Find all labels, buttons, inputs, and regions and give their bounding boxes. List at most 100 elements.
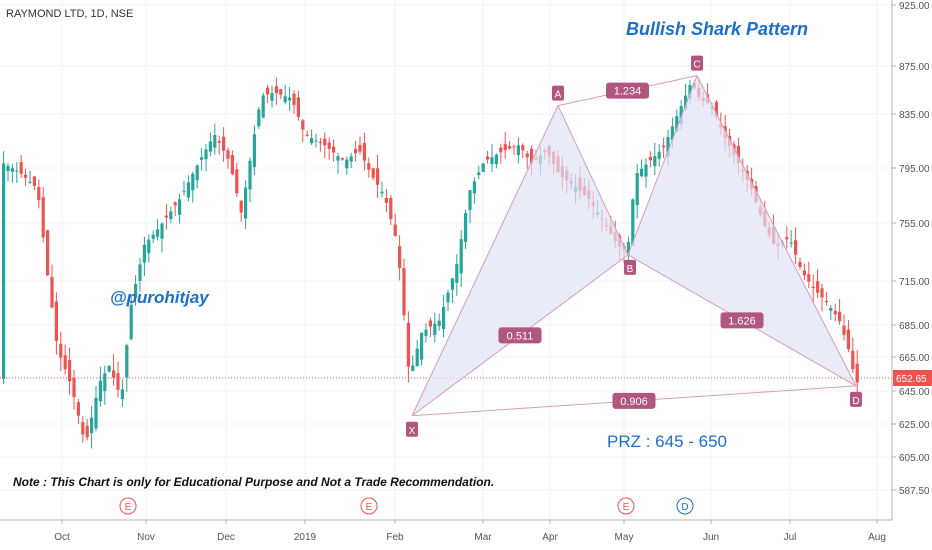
ratio-label: 1.234 — [614, 86, 642, 98]
candle-body — [402, 268, 406, 316]
candle-body — [327, 142, 331, 149]
candle-body — [138, 264, 142, 281]
candle-body — [252, 134, 256, 167]
candle-body — [503, 144, 507, 151]
candle-body — [494, 154, 498, 165]
candle-body — [81, 422, 85, 435]
candle-body — [296, 97, 300, 117]
candle-body — [842, 325, 846, 335]
candle-body — [2, 163, 6, 379]
candle-body — [679, 106, 683, 125]
candle-body — [640, 168, 644, 177]
candle-body — [103, 373, 107, 392]
pattern-leg-cd — [696, 75, 857, 387]
candle-body — [217, 140, 221, 143]
candle-body — [332, 146, 336, 153]
candle-body — [244, 187, 248, 219]
candle-body — [393, 224, 397, 237]
candle-body — [54, 301, 58, 341]
candle-body — [107, 365, 111, 372]
ratio-label: 0.511 — [507, 330, 534, 342]
candle-body — [156, 229, 160, 237]
y-tick-label: 685.00 — [899, 321, 930, 332]
candle-body — [76, 402, 80, 416]
candle-body — [481, 163, 485, 172]
candle-body — [266, 87, 270, 95]
candle-body — [63, 355, 67, 370]
x-tick-label: Feb — [386, 532, 404, 543]
candle-body — [415, 348, 419, 367]
candle-body — [389, 197, 393, 220]
candle-body — [195, 165, 199, 181]
candle-body — [173, 202, 177, 206]
y-tick-label: 605.00 — [899, 453, 930, 464]
ratio-label-bg — [720, 312, 764, 329]
candle-body — [437, 320, 441, 327]
candle-body — [120, 389, 124, 400]
candle-body — [662, 145, 666, 148]
last-price-value: 652.65 — [896, 374, 927, 385]
point-label-bg — [406, 421, 418, 437]
candle-body — [736, 145, 740, 164]
candle-body — [37, 187, 41, 201]
candle-body — [486, 156, 490, 160]
candle-body — [688, 84, 692, 99]
candle-body — [833, 310, 837, 315]
candle-body — [525, 153, 529, 158]
candle-body — [802, 270, 806, 276]
candle-body — [851, 350, 855, 370]
ratio-label-bg — [606, 82, 649, 99]
candle-body — [794, 240, 798, 255]
candle-body — [657, 151, 661, 159]
candle-body — [824, 300, 828, 302]
candle-body — [222, 136, 226, 151]
candle-body — [186, 182, 190, 198]
event-marker-label: E — [125, 502, 132, 513]
candle-body — [10, 168, 14, 172]
ratio-label: 0.906 — [620, 396, 648, 408]
candle-body — [653, 156, 657, 167]
candle-body — [147, 239, 151, 254]
candle-body — [270, 93, 274, 101]
point-label-b: B — [627, 264, 634, 275]
candle-body — [50, 277, 54, 308]
candle-body — [433, 323, 437, 335]
candle-body — [169, 211, 173, 220]
pattern-leg-bc — [627, 75, 698, 256]
event-marker-d — [676, 497, 694, 515]
candle-body — [116, 373, 120, 390]
event-marker-e — [617, 497, 635, 515]
candle-body — [164, 215, 168, 218]
point-label-d: D — [852, 396, 859, 407]
candle-body — [785, 236, 789, 240]
candle-body — [472, 181, 476, 194]
point-label-bg — [552, 85, 564, 101]
candle-body — [151, 234, 155, 239]
candle-body — [406, 322, 410, 367]
candle-body — [94, 397, 98, 429]
candle-body — [200, 157, 204, 160]
point-label-a: A — [555, 90, 562, 101]
x-tick-label: 2019 — [294, 532, 317, 543]
candle-body — [318, 141, 322, 143]
candle-body — [829, 307, 833, 311]
candle-body — [213, 134, 217, 148]
candle-body — [626, 242, 630, 256]
y-tick-label: 795.00 — [899, 164, 930, 175]
candle-body — [362, 143, 366, 161]
candle-body — [134, 284, 138, 298]
candle-body — [68, 360, 72, 382]
candle-body — [305, 134, 309, 136]
y-tick-label: 665.00 — [899, 353, 930, 364]
last-price-tag — [893, 369, 932, 386]
point-label-bg — [624, 259, 636, 275]
candle-body — [380, 191, 384, 194]
candle-body — [477, 172, 481, 176]
candle-body — [98, 380, 102, 402]
candle-body — [816, 281, 820, 293]
candle-body — [340, 157, 344, 160]
candle-body — [204, 149, 208, 160]
point-label-c: C — [693, 60, 700, 71]
